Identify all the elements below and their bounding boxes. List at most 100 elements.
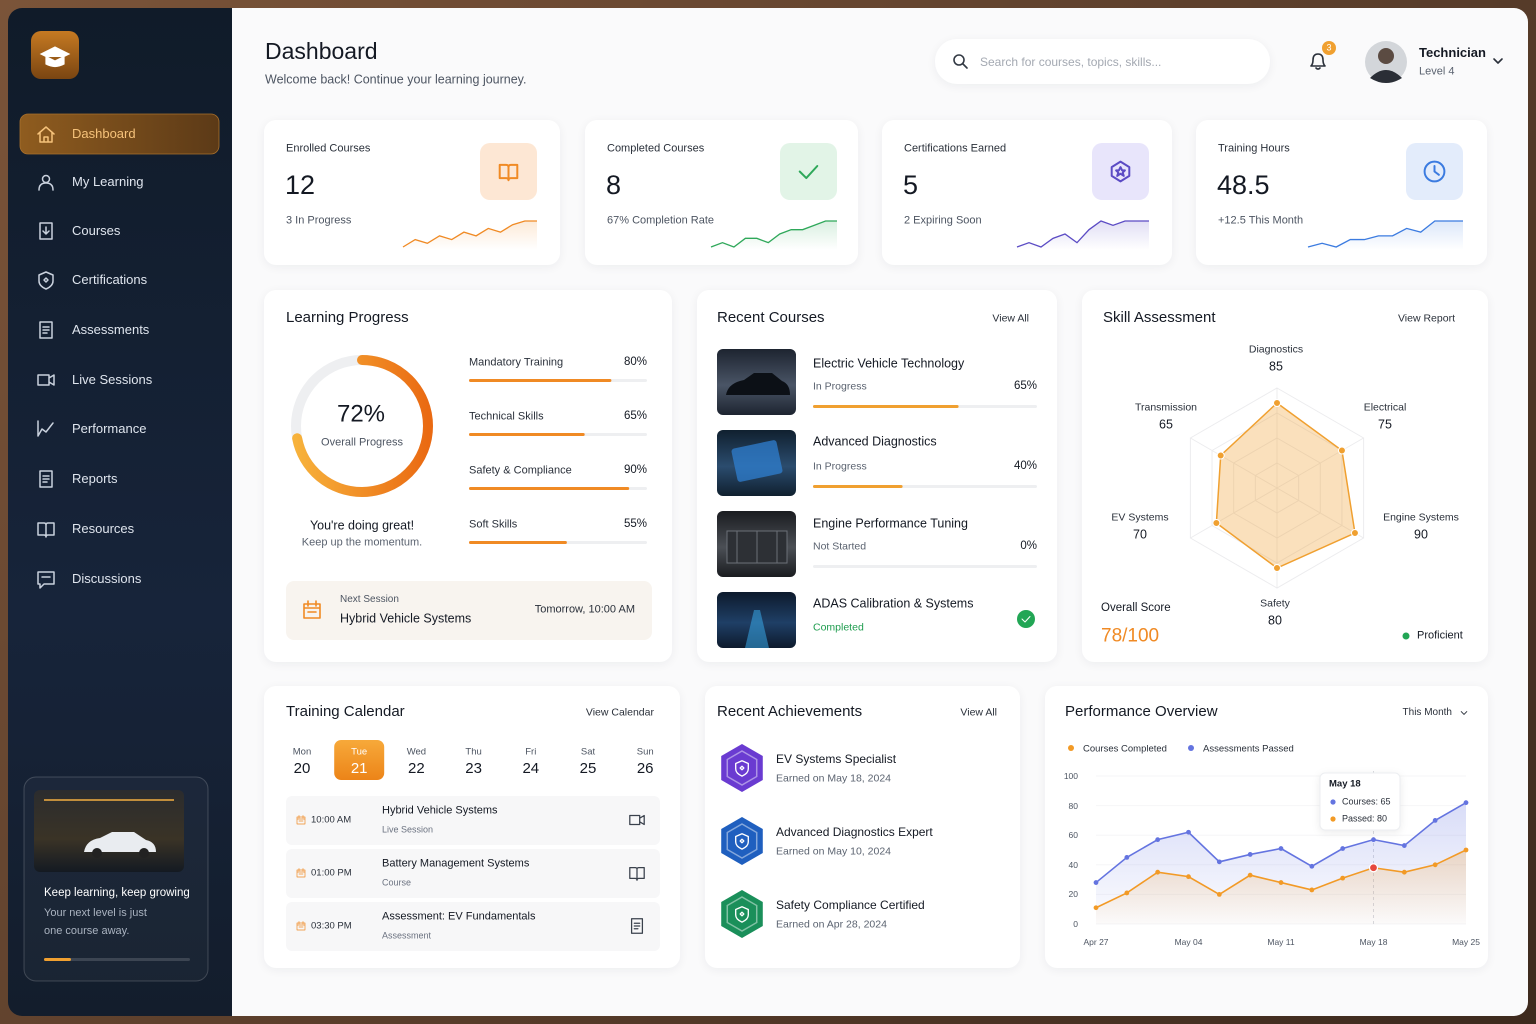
series-point: [1278, 880, 1284, 885]
x-tick-label: May 18: [1359, 936, 1388, 947]
label: 70: [1133, 527, 1147, 542]
day-name[interactable]: Tue: [351, 746, 368, 758]
wheel: [139, 848, 149, 858]
icon: [735, 833, 749, 850]
icon: [39, 470, 53, 488]
series-point: [1247, 872, 1253, 878]
view-all-link[interactable]: View All: [992, 312, 1029, 325]
icon: [37, 126, 55, 143]
day-name[interactable]: Wed: [406, 746, 427, 758]
label: Earned on May 10, 2024: [776, 845, 891, 858]
label: Assessment: EV Fundamentals: [382, 910, 536, 923]
nav-item[interactable]: Live Sessions: [72, 372, 153, 388]
label: 03:30 PM: [311, 920, 352, 932]
icon: [630, 918, 644, 934]
thumb-engine: [726, 530, 788, 564]
label: Tomorrow, 10:00 AM: [534, 603, 635, 616]
icon: [1493, 58, 1503, 64]
radar-spoke: [1276, 487, 1364, 539]
view-calendar-link[interactable]: View Calendar: [585, 706, 654, 719]
logo-cap: [39, 46, 71, 68]
nav-item[interactable]: Assessments: [72, 322, 150, 338]
radar-spoke: [1276, 437, 1364, 489]
label: Advanced Diagnostics: [813, 434, 937, 449]
nav-item[interactable]: Reports: [72, 471, 118, 487]
label: 12: [285, 169, 316, 200]
avatar-body: [1370, 70, 1402, 83]
day-date[interactable]: 21: [350, 760, 368, 777]
day-name[interactable]: Sat: [580, 746, 596, 758]
series-point: [1401, 869, 1407, 875]
nav-item[interactable]: My Learning: [72, 174, 144, 190]
badge-hex: [721, 817, 763, 865]
session-row: [286, 849, 660, 898]
day-date[interactable]: 20: [293, 760, 311, 777]
icon: [953, 54, 968, 69]
view-report-link[interactable]: View Report: [1397, 312, 1455, 325]
sparkline-area: [711, 221, 837, 250]
nav-item[interactable]: Certifications: [72, 272, 148, 288]
label: 65%: [1013, 380, 1037, 393]
sparkline-area: [1017, 221, 1149, 250]
day-name[interactable]: Mon: [292, 746, 312, 758]
series-point: [1432, 862, 1438, 868]
label: 80: [1268, 613, 1282, 628]
session-row: [286, 902, 660, 951]
nav-item[interactable]: Performance: [72, 421, 147, 437]
radar-point: [1212, 519, 1221, 527]
progress-track: [813, 565, 1037, 568]
series-point: [1368, 863, 1379, 873]
icon: [37, 374, 55, 386]
day-name[interactable]: Thu: [465, 746, 482, 758]
day-date[interactable]: 25: [579, 760, 597, 777]
search-input[interactable]: Search for courses, topics, skills...: [980, 54, 1162, 69]
promo-card: [23, 776, 209, 982]
label: Transmission: [1134, 401, 1198, 414]
series-point: [1432, 818, 1438, 823]
series-point: [1155, 869, 1161, 875]
icon: [37, 571, 55, 589]
y-tick-label: 60: [1068, 830, 1078, 841]
label: Technician: [1419, 45, 1486, 61]
day-date[interactable]: 22: [408, 760, 425, 777]
label: 5: [903, 169, 919, 200]
label: +12.5 This Month: [1218, 214, 1304, 227]
thumb-road: [745, 610, 769, 648]
series-point: [1216, 859, 1222, 865]
label: 72%: [336, 400, 386, 428]
x-tick-label: Apr 27: [1083, 936, 1109, 947]
day-name[interactable]: Fri: [525, 746, 537, 758]
day-date[interactable]: 23: [465, 760, 482, 777]
label: Next Session: [340, 594, 399, 605]
thumb-tablet: [731, 440, 783, 482]
legend-label: Assessments Passed: [1203, 743, 1294, 755]
tooltip-title: May 18: [1329, 778, 1361, 790]
session-row: [286, 796, 660, 845]
nav-item[interactable]: Discussions: [72, 571, 142, 587]
series-point: [1216, 892, 1222, 897]
icon: [1460, 711, 1468, 715]
nav-item[interactable]: Courses: [72, 223, 121, 239]
x-tick-label: May 04: [1174, 936, 1203, 947]
wheel: [92, 848, 102, 858]
view-all-link[interactable]: View All: [960, 706, 997, 719]
day-name[interactable]: Sun: [636, 746, 654, 758]
series-point: [1463, 847, 1469, 853]
day-date[interactable]: 26: [636, 760, 654, 777]
icon: [296, 921, 306, 931]
day-date[interactable]: 24: [522, 760, 540, 777]
nav-active: [19, 113, 220, 155]
nav-item[interactable]: Resources: [72, 521, 135, 537]
label: In Progress: [813, 380, 867, 393]
period-select[interactable]: This Month: [1402, 707, 1452, 718]
icon: [735, 906, 749, 923]
label: Overall Score: [1101, 602, 1171, 615]
label: Skill Assessment: [1103, 309, 1216, 326]
label: Safety: [1260, 597, 1290, 610]
tooltip-line: Courses: 65: [1342, 796, 1391, 807]
label: In Progress: [813, 460, 867, 473]
x-tick-label: May 25: [1452, 936, 1480, 947]
nav-item[interactable]: Dashboard: [72, 126, 136, 142]
